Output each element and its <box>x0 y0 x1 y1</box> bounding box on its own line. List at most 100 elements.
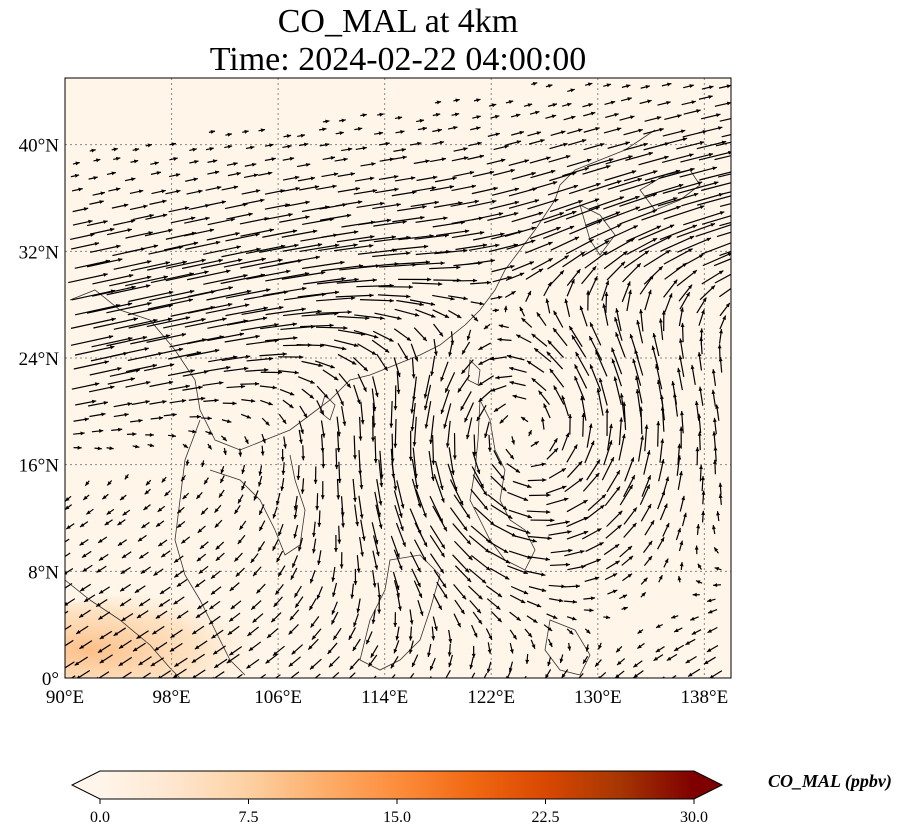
wind-arrow-head <box>450 470 455 475</box>
wind-arrow-head <box>631 475 635 480</box>
wind-arrow-head <box>298 439 303 444</box>
wind-arrow <box>168 351 202 360</box>
wind-arrow-head <box>663 503 668 509</box>
wind-arrow-head <box>648 151 653 156</box>
wind-arrow-head <box>298 546 302 552</box>
wind-arrow-head <box>220 469 225 474</box>
wind-arrow-head <box>262 316 268 321</box>
wind-arrow-head <box>599 142 605 147</box>
wind-arrow <box>623 143 648 151</box>
wind-arrow-head <box>486 280 491 285</box>
wind-arrow-head <box>734 169 738 173</box>
wind-arrow-head <box>483 505 488 510</box>
wind-arrow <box>90 245 121 253</box>
wind-arrow-head <box>288 662 294 667</box>
wind-arrow-head <box>267 633 272 638</box>
wind-arrow-head <box>676 205 681 210</box>
wind-arrow <box>580 395 587 421</box>
wind-arrow-head <box>315 255 320 260</box>
wind-arrow-head <box>333 376 339 381</box>
wind-arrow-head <box>588 103 593 107</box>
wind-arrow-head <box>443 424 448 429</box>
wind-arrow <box>335 200 363 207</box>
wind-arrow-head <box>647 289 652 295</box>
wind-arrow-head <box>212 159 218 164</box>
wind-arrow-head <box>423 394 428 399</box>
wind-arrow-head <box>120 602 125 607</box>
wind-arrow <box>165 232 197 240</box>
wind-arrow <box>615 332 626 358</box>
wind-arrow-head <box>556 226 561 231</box>
wind-arrow-head <box>251 162 257 167</box>
wind-arrow <box>432 435 435 465</box>
wind-arrow <box>357 219 392 226</box>
wind-arrow <box>433 474 445 503</box>
wind-arrow-head <box>312 229 318 234</box>
wind-arrow <box>527 198 559 210</box>
wind-arrow-head <box>596 459 601 465</box>
wind-arrow-head <box>255 334 260 339</box>
wind-arrow-head <box>699 336 704 342</box>
wind-arrow-head <box>702 297 707 303</box>
wind-arrow-head <box>389 423 394 428</box>
wind-arrow-head <box>453 125 458 130</box>
wind-arrow-head <box>718 482 723 487</box>
wind-arrow <box>601 456 615 481</box>
wind-arrow-head <box>718 357 723 362</box>
wind-arrow-head <box>677 367 681 373</box>
wind-arrow-head <box>80 431 85 436</box>
wind-arrow <box>720 191 731 196</box>
wind-arrow-head <box>637 629 643 634</box>
wind-arrow-head <box>443 526 447 532</box>
wind-arrow-head <box>632 523 637 528</box>
wind-arrow-head <box>438 282 443 286</box>
wind-arrow-head <box>671 614 676 619</box>
wind-arrow-head <box>711 389 716 395</box>
wind-arrow-head <box>726 84 731 89</box>
wind-arrow-head <box>714 547 719 552</box>
wind-arrow <box>68 273 108 284</box>
wind-arrow <box>599 377 608 406</box>
wind-arrow-head <box>278 258 283 263</box>
wind-arrow-head <box>668 293 673 298</box>
wind-arrow-head <box>632 507 637 512</box>
wind-arrow-head <box>561 395 566 400</box>
wind-arrow-head <box>443 594 448 599</box>
wind-arrow-head <box>594 198 600 203</box>
wind-arrow-head <box>504 144 509 149</box>
wind-arrow-head <box>192 147 197 152</box>
wind-arrow-head <box>418 593 423 598</box>
wind-arrow <box>147 298 194 310</box>
wind-arrow <box>492 524 517 538</box>
wind-arrow-head <box>615 211 621 216</box>
wind-arrow-head <box>507 514 513 519</box>
wind-arrow-head <box>355 187 360 191</box>
wind-arrow-head <box>131 177 136 182</box>
wind-arrow <box>679 166 717 178</box>
wind-arrow <box>321 264 364 272</box>
wind-arrow <box>208 356 238 363</box>
wind-arrow-head <box>656 379 661 385</box>
wind-arrow-head <box>673 279 678 284</box>
wind-arrow-head <box>247 631 252 636</box>
wind-arrow <box>657 192 699 207</box>
wind-arrow-head <box>344 679 348 683</box>
wind-arrow-head <box>342 421 347 426</box>
wind-arrow-head <box>98 615 103 620</box>
wind-arrow <box>483 672 488 678</box>
wind-arrow-head <box>414 484 419 490</box>
wind-arrow-head <box>334 243 340 248</box>
wind-arrow-head <box>138 189 144 194</box>
wind-arrow-head <box>312 532 316 538</box>
wind-arrow-head <box>648 540 653 546</box>
wind-arrow-head <box>341 523 345 528</box>
wind-arrow <box>550 236 580 251</box>
wind-arrow-head <box>229 617 234 622</box>
wind-arrow-head <box>463 147 468 151</box>
wind-arrow <box>274 674 281 678</box>
wind-arrow-head <box>635 195 640 200</box>
wind-arrow-head <box>477 141 482 146</box>
wind-arrow-head <box>553 327 558 333</box>
wind-arrow <box>676 223 716 238</box>
wind-arrow-head <box>99 200 104 204</box>
